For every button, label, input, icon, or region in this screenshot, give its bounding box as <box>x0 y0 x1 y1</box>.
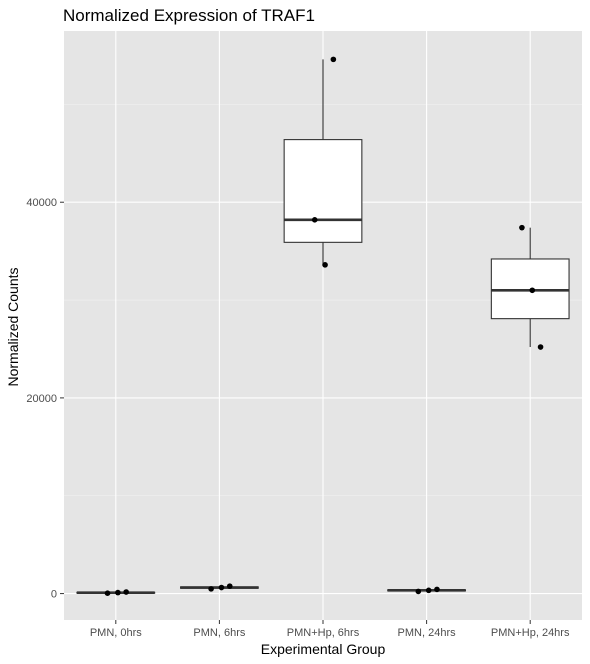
y-tick-label: 20000 <box>26 393 57 405</box>
data-points <box>104 56 544 596</box>
data-point <box>415 588 422 595</box>
data-point <box>519 224 525 231</box>
x-axis-ticks: PMN, 0hrs PMN, 6hrs PMN+Hp, 6hrs PMN, 24hrs… <box>90 620 570 639</box>
x-tick-label: PMN, 0hrs <box>90 627 142 639</box>
x-axis-title: Experimental Group <box>261 641 386 657</box>
data-point <box>425 587 432 594</box>
data-point <box>123 589 129 595</box>
data-point <box>330 56 337 63</box>
y-axis-ticks: 0 20000 40000 <box>26 197 64 601</box>
data-point <box>226 583 233 589</box>
data-point <box>537 344 544 350</box>
data-point <box>322 262 328 268</box>
x-tick-label: PMN+Hp, 24hrs <box>491 627 570 639</box>
data-point <box>208 586 214 592</box>
x-tick-label: PMN, 24hrs <box>398 627 457 639</box>
y-tick-label: 0 <box>51 589 57 601</box>
box-body <box>283 139 363 243</box>
y-tick-label: 40000 <box>26 197 57 209</box>
data-point <box>529 287 536 294</box>
x-tick-label: PMN, 6hrs <box>193 627 245 639</box>
chart-title: Normalized Expression of TRAF1 <box>63 6 315 25</box>
data-point <box>104 590 111 596</box>
x-tick-label: PMN+Hp, 6hrs <box>287 627 360 639</box>
data-point <box>434 586 440 593</box>
data-point <box>115 589 121 596</box>
data-point <box>311 217 318 223</box>
box-3 <box>283 59 363 265</box>
data-point <box>218 584 225 591</box>
y-axis-title: Normalized Counts <box>5 267 21 386</box>
